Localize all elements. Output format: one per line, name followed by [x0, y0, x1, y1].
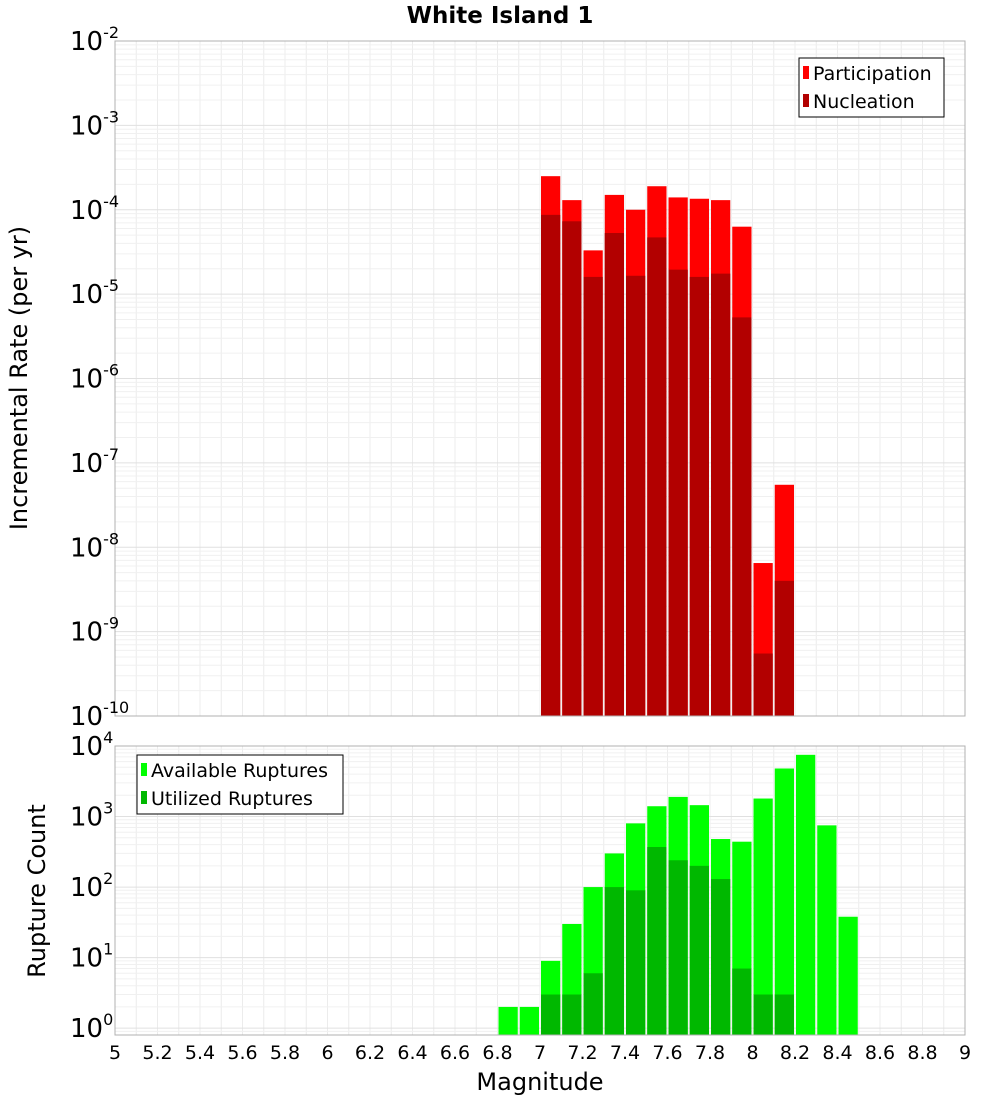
y-tick-label: 10-3 [70, 107, 119, 141]
x-tick-label: 7.8 [695, 1042, 725, 1064]
x-tick-label: 7.6 [652, 1042, 682, 1064]
y-tick-label: 103 [70, 799, 113, 833]
legend-swatch-available-ruptures [141, 763, 147, 776]
bar-utilized-ruptures [647, 847, 667, 1035]
legend-swatch-participation [803, 66, 809, 79]
bar-nucleation [562, 221, 582, 716]
x-tick-label: 7.4 [610, 1042, 640, 1064]
y-tick-label: 10-2 [70, 23, 119, 57]
y-tick-label: 101 [70, 940, 113, 974]
x-tick-labels: 5 5.2 5.4 5.6 5.8 6 6.2 6.4 6.6 6.8 7 7.2 7.4 7.6 7.8 8… [109, 1042, 971, 1064]
top-legend-box [798, 57, 945, 118]
legend-label-available-ruptures: Available Ruptures [151, 760, 328, 782]
legend-label-participation: Participation [813, 63, 932, 85]
bar-utilized-ruptures [732, 968, 752, 1035]
y-tick-label: 100 [70, 1010, 113, 1044]
bar-utilized-ruptures [753, 994, 773, 1035]
y-tick-label: 104 [70, 728, 113, 762]
bar-utilized-ruptures [774, 994, 794, 1035]
x-tick-label: 6.2 [355, 1042, 385, 1064]
x-tick-label: 5 [109, 1042, 121, 1064]
bar-nucleation [689, 276, 709, 716]
x-tick-label: 8.2 [780, 1042, 810, 1064]
x-tick-label: 8.6 [865, 1042, 895, 1064]
y-tick-label: 10-10 [70, 698, 129, 732]
bottom-y-tick-labels: 104 103 102 101 100 [70, 728, 113, 1044]
bar-nucleation [711, 273, 731, 716]
legend-swatch-utilized-ruptures [141, 791, 147, 804]
bar-nucleation [583, 276, 603, 716]
bar-nucleation [541, 214, 561, 716]
bar-nucleation [753, 653, 773, 716]
y-tick-label: 10-4 [70, 192, 119, 226]
x-axis-label: Magnitude [476, 1068, 603, 1096]
bar-utilized-ruptures [541, 994, 561, 1035]
bar-available-ruptures [519, 1006, 539, 1035]
top-legend: Participation Nucleation [798, 57, 945, 118]
y-tick-label: 10-8 [70, 529, 119, 563]
x-tick-label: 8.8 [907, 1042, 937, 1064]
bar-nucleation [668, 269, 688, 716]
top-grid [114, 41, 966, 717]
bar-available-ruptures [774, 768, 794, 1035]
bar-nucleation [626, 275, 646, 716]
y-tick-label: 10-5 [70, 276, 119, 310]
bar-nucleation [774, 580, 794, 716]
y-tick-label: 102 [70, 869, 113, 903]
bar-available-ruptures [753, 798, 773, 1035]
bottom-bars [498, 754, 858, 1035]
legend-label-utilized-ruptures: Utilized Ruptures [151, 788, 313, 810]
x-tick-label: 6.8 [482, 1042, 512, 1064]
top-y-axis-label: Incremental Rate (per yr) [5, 226, 33, 530]
bottom-y-axis-label: Rupture Count [23, 804, 51, 978]
chart-title: White Island 1 [407, 3, 594, 29]
x-tick-label: 6.4 [397, 1042, 427, 1064]
bar-utilized-ruptures [626, 890, 646, 1035]
bar-utilized-ruptures [689, 865, 709, 1035]
y-tick-label: 10-9 [70, 614, 119, 648]
x-tick-label: 7 [534, 1042, 546, 1064]
x-tick-label: 6 [321, 1042, 333, 1064]
x-tick-label: 8.4 [822, 1042, 852, 1064]
bottom-legend: Available Ruptures Utilized Ruptures [136, 754, 344, 815]
x-tick-label: 5.2 [142, 1042, 172, 1064]
bar-nucleation [732, 317, 752, 716]
x-tick-label: 9 [959, 1042, 971, 1064]
bottom-plot-border [114, 745, 966, 1036]
bottom-legend-box [136, 754, 344, 815]
x-tick-label: 5.6 [227, 1042, 257, 1064]
x-tick-label: 6.6 [440, 1042, 470, 1064]
bar-nucleation [647, 237, 667, 716]
bar-available-ruptures [796, 754, 816, 1035]
top-y-tick-labels: 10-2 10-3 10-4 10-5 10-6 10-7 10-8 10-9 10-10 [70, 23, 129, 732]
x-tick-label: 7.2 [567, 1042, 597, 1064]
bar-available-ruptures [498, 1006, 518, 1035]
bar-utilized-ruptures [711, 879, 731, 1035]
x-tick-label: 5.8 [270, 1042, 300, 1064]
x-tick-label: 5.4 [185, 1042, 215, 1064]
bar-utilized-ruptures [562, 994, 582, 1035]
top-plot-border [114, 40, 966, 717]
legend-label-nucleation: Nucleation [813, 91, 915, 113]
bar-utilized-ruptures [583, 973, 603, 1035]
x-tick-label: 8 [746, 1042, 758, 1064]
bar-utilized-ruptures [604, 887, 624, 1035]
top-plot-panel: 10-2 10-3 10-4 10-5 10-6 10-7 10-8 10-9 10-10 In… [5, 23, 966, 732]
y-tick-label: 10-7 [70, 445, 119, 479]
y-tick-label: 10-6 [70, 361, 119, 395]
bar-available-ruptures [838, 916, 858, 1035]
bar-available-ruptures [817, 825, 837, 1035]
bottom-plot-panel: 104 103 102 101 100 Rupture Count Available … [23, 728, 971, 1096]
legend-swatch-nucleation [803, 94, 809, 107]
top-bars [541, 176, 794, 717]
bar-nucleation [604, 233, 624, 716]
bar-utilized-ruptures [668, 860, 688, 1035]
